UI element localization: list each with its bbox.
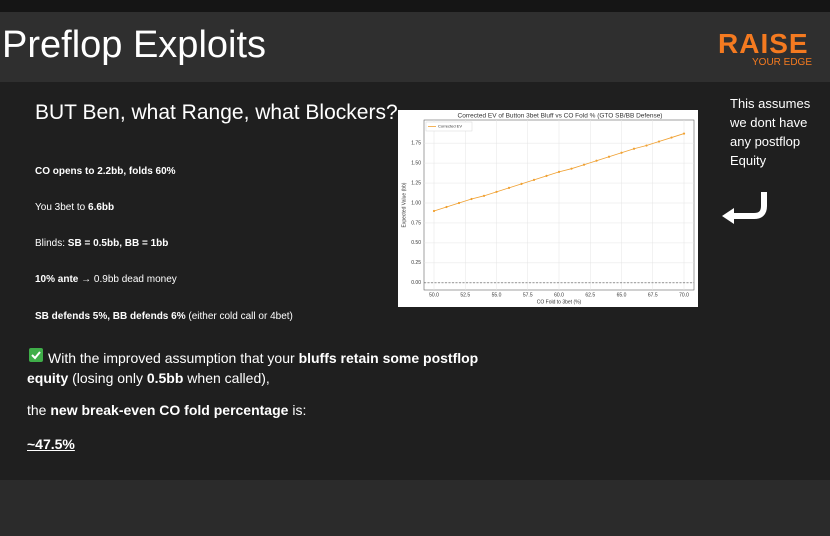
legend-label: Corrected EV (438, 124, 462, 129)
conclusion: the new break-even CO fold percentage is… (27, 402, 306, 418)
y-tick-label: 1.50 (411, 160, 421, 166)
point (457, 201, 461, 205)
text: when called), (183, 370, 270, 386)
chart-title: Corrected EV of Button 3bet Bluff vs CO … (458, 113, 663, 120)
text: 10% ante (35, 274, 79, 285)
point (670, 136, 673, 139)
bullet: You 3bet to 6.6bb (35, 202, 114, 213)
text: CO opens to 2.2bb, folds 60% (35, 166, 176, 177)
check-icon (29, 348, 43, 362)
footer (0, 480, 830, 536)
x-tick-label: 52.5 (460, 292, 470, 298)
y-tick-label: 1.25 (411, 180, 421, 186)
x-tick-label: 62.5 (585, 292, 595, 298)
x-tick-label: 70.0 (679, 292, 689, 298)
y-tick-label: 0.50 (411, 240, 421, 246)
point (620, 151, 623, 154)
chart: Corrected EV of Button 3bet Bluff vs CO … (398, 110, 698, 307)
logo-subtitle: YOUR EDGE (752, 57, 813, 68)
header (0, 12, 830, 82)
point (532, 178, 536, 181)
bullet: Blinds: SB = 0.5bb, BB = 1bb (35, 238, 168, 249)
text: the (27, 402, 51, 418)
point (470, 197, 473, 201)
point (495, 190, 498, 193)
point (570, 167, 573, 170)
text: Blinds: (35, 238, 68, 249)
arrow-icon (722, 192, 767, 224)
y-axis-label: Expected Value (bb) (401, 182, 407, 227)
x-tick-label: 50.0 (429, 292, 439, 298)
point (432, 209, 436, 213)
heading: BUT Ben, what Range, what Blockers? (35, 101, 398, 124)
bullet: 10% ante → 0.9bb dead money (35, 274, 177, 285)
logo: RAISE (718, 28, 809, 59)
x-axis-label: CO Fold to 3bet (%) (537, 299, 582, 305)
x-tick-label: 57.5 (523, 292, 533, 298)
text: → 0.9bb dead money (78, 274, 177, 285)
text: is: (288, 402, 307, 418)
point (507, 186, 511, 189)
text: bluffs retain some postflop equity (27, 350, 479, 386)
text: (either cold call or 4bet) (185, 311, 293, 322)
text: With the improved assumption that your (48, 350, 299, 366)
x-tick-label: 67.5 (648, 292, 658, 298)
point (645, 144, 648, 147)
x-tick-label: 55.0 (492, 292, 502, 298)
text: (losing only (68, 370, 147, 386)
point (682, 132, 686, 135)
point (545, 174, 548, 177)
x-tick-label: 60.0 (554, 292, 564, 298)
text: You 3bet to (35, 202, 89, 213)
y-tick-label: 1.75 (411, 140, 421, 146)
top-bar (0, 0, 830, 12)
assumption: With the improved assumption that your b… (27, 348, 487, 388)
bullet: CO opens to 2.2bb, folds 60% (35, 166, 176, 177)
point (520, 182, 523, 185)
text: new break-even CO fold percentage (50, 402, 289, 418)
point (482, 194, 486, 197)
y-tick-label: 0.00 (411, 280, 421, 286)
y-tick-label: 0.75 (411, 220, 421, 226)
legend-box (425, 121, 473, 132)
x-tick-label: 65.0 (617, 292, 627, 298)
point (607, 155, 611, 158)
text: SB defends 5%, BB defends 6% (35, 311, 186, 322)
text: SB = 0.5bb, BB = 1bb (67, 238, 169, 249)
result: ~47.5% (27, 436, 75, 452)
side-note: This assumes we dont have any postflop E… (730, 96, 811, 168)
point (595, 159, 598, 162)
text: 6.6bb (88, 202, 115, 213)
point (445, 205, 448, 209)
text: 0.5bb (146, 370, 184, 386)
y-tick-label: 0.25 (411, 260, 421, 266)
bullet: SB defends 5%, BB defends 6% (either col… (35, 311, 293, 322)
point (582, 163, 586, 166)
point (657, 140, 661, 143)
point (557, 170, 561, 173)
slide-title: Preflop Exploits (2, 24, 267, 66)
y-tick-label: 1.00 (411, 200, 421, 206)
point (632, 147, 636, 150)
